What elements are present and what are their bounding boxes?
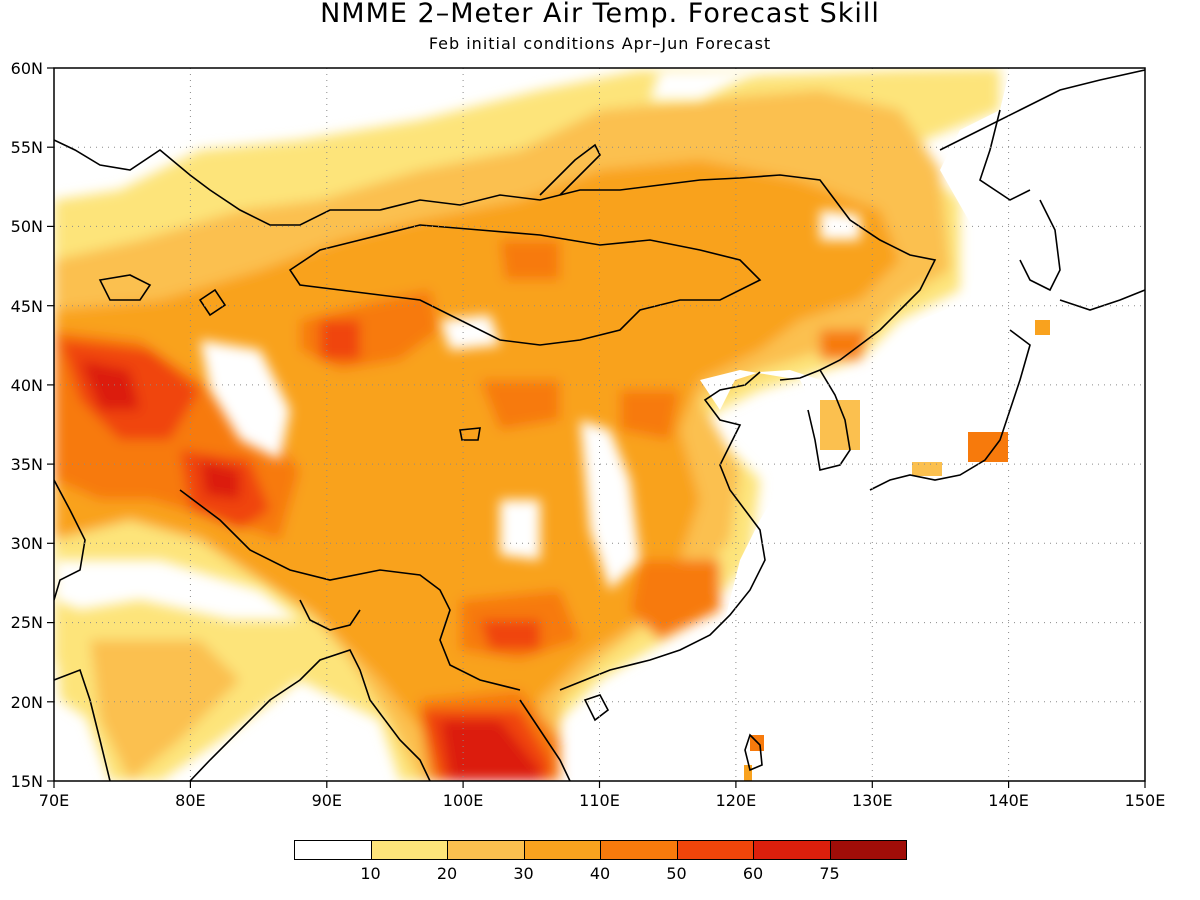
legend-label: 40 xyxy=(589,864,611,883)
lon-tick-label: 100E xyxy=(443,791,484,810)
lat-tick-label: 60N xyxy=(11,59,43,78)
legend-swatch xyxy=(829,840,907,860)
lon-tick-label: 80E xyxy=(175,791,205,810)
lon-tick-label: 130E xyxy=(852,791,893,810)
legend-label: 60 xyxy=(742,864,764,883)
color-legend: 10 20 30 40 50 60 75 xyxy=(294,840,907,883)
lon-tick-label: 70E xyxy=(39,791,69,810)
legend-swatch xyxy=(447,840,525,860)
lat-tick-label: 55N xyxy=(11,138,43,157)
legend-swatch xyxy=(600,840,678,860)
lon-tick-label: 110E xyxy=(579,791,620,810)
legend-swatch xyxy=(676,840,754,860)
lon-tick-label: 120E xyxy=(716,791,757,810)
lat-tick-label: 50N xyxy=(11,217,43,236)
lat-tick-label: 40N xyxy=(11,376,43,395)
legend-label: 10 xyxy=(360,864,381,883)
lon-tick-labels: 70E 80E 90E 100E 110E 120E 130E 140E 150… xyxy=(39,791,1166,810)
legend-swatch xyxy=(370,840,448,860)
map-title: NMME 2–Meter Air Temp. Forecast Skill xyxy=(320,0,880,29)
lat-tick-label: 30N xyxy=(11,534,43,553)
lat-tick-label: 20N xyxy=(11,693,43,712)
coastlines xyxy=(54,69,1145,781)
legend-swatch xyxy=(753,840,831,860)
legend-swatch xyxy=(523,840,601,860)
map-subtitle: Feb initial conditions Apr–Jun Forecast xyxy=(428,34,772,53)
lon-tick-label: 90E xyxy=(312,791,342,810)
legend-label: 30 xyxy=(513,864,534,883)
lon-tick-label: 140E xyxy=(988,791,1029,810)
legend-swatch xyxy=(294,840,372,860)
lat-tick-label: 15N xyxy=(11,772,43,791)
skill-field xyxy=(54,68,1145,781)
lat-tick-labels: 15N 20N 25N 30N 35N 40N 45N 50N 55N 60N xyxy=(11,59,43,791)
lat-tick-label: 35N xyxy=(11,455,43,474)
legend-label: 20 xyxy=(436,864,458,883)
lon-tick-label: 150E xyxy=(1125,791,1166,810)
lat-tick-label: 45N xyxy=(11,297,43,316)
legend-label: 75 xyxy=(819,864,840,883)
lat-tick-label: 25N xyxy=(11,613,43,632)
gridlines xyxy=(54,68,1145,781)
legend-label: 50 xyxy=(666,864,687,883)
